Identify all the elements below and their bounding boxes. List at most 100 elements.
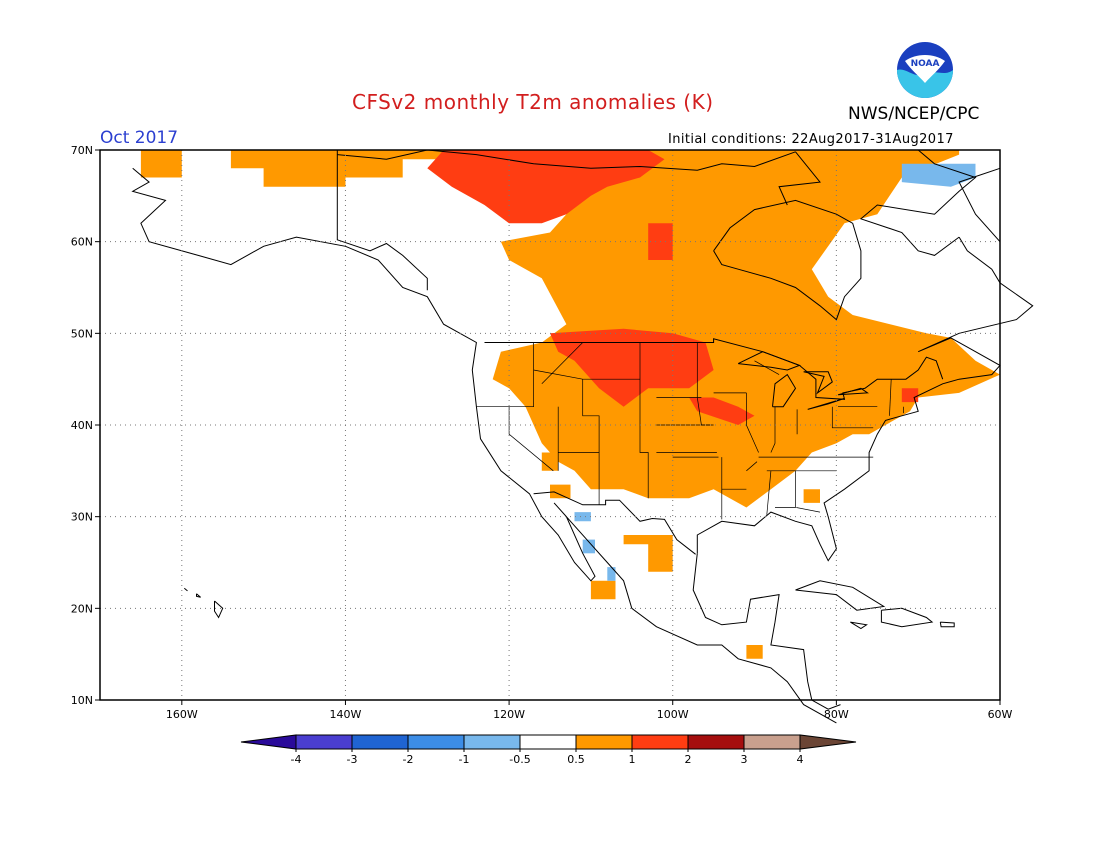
coastline-segment bbox=[807, 397, 845, 410]
coastline-segment bbox=[772, 373, 797, 408]
initial-conditions: Initial conditions: 22Aug2017-31Aug2017 bbox=[668, 132, 954, 147]
colorbar-swatch bbox=[743, 734, 801, 750]
state-border bbox=[541, 342, 583, 385]
state-border bbox=[476, 342, 534, 408]
state-border bbox=[796, 507, 821, 513]
coastlines bbox=[131, 149, 1034, 724]
lat-tick-label: 60N bbox=[71, 236, 93, 249]
lon-tick-label: 80W bbox=[824, 708, 849, 721]
anomaly-patch-blue bbox=[901, 163, 976, 187]
lat-tick-label: 50N bbox=[71, 327, 93, 340]
coastline-segment bbox=[183, 587, 188, 592]
coastline-segment bbox=[696, 236, 1034, 562]
noaa-logo: NOAA bbox=[897, 42, 953, 98]
lat-tick-label: 20N bbox=[71, 602, 93, 615]
coastline-segment bbox=[850, 621, 868, 630]
anomaly-patch-orange bbox=[550, 484, 571, 499]
lon-tick-label: 120W bbox=[493, 708, 525, 721]
state-border bbox=[889, 379, 892, 416]
anomaly-patch-red bbox=[901, 388, 919, 403]
colorbar-swatch bbox=[407, 734, 465, 750]
anomaly-field bbox=[140, 150, 1001, 659]
colorbar-swatch bbox=[295, 734, 353, 750]
state-border bbox=[766, 470, 772, 515]
state-border bbox=[582, 379, 600, 505]
coastline-segment bbox=[837, 387, 869, 396]
colorbar-swatch bbox=[463, 734, 521, 750]
coastline-segment bbox=[336, 150, 428, 291]
colorbar-label: 0.5 bbox=[567, 753, 585, 766]
colorbar-label: 1 bbox=[629, 753, 636, 766]
forecast-period: Oct 2017 bbox=[100, 128, 179, 148]
anomaly-patch-orange bbox=[746, 645, 763, 659]
graticule bbox=[100, 150, 1000, 700]
colorbar-swatch bbox=[351, 734, 409, 750]
coastline-segment bbox=[803, 371, 833, 395]
state-border bbox=[770, 406, 776, 453]
coastline-segment bbox=[880, 607, 934, 628]
anomaly-patch-blue bbox=[607, 567, 616, 581]
anomaly-patch-blue bbox=[574, 512, 591, 522]
colorbar-arrow-low bbox=[240, 734, 297, 750]
colorbar-label: 4 bbox=[797, 753, 804, 766]
state-border bbox=[754, 360, 780, 375]
anomaly-patch-orange bbox=[803, 489, 820, 503]
coastline-segment bbox=[958, 150, 1001, 244]
anomaly-patch-red bbox=[427, 150, 665, 224]
colorbar-label: -4 bbox=[291, 753, 302, 766]
lon-tick-label: 100W bbox=[657, 708, 689, 721]
coastline-segment bbox=[196, 593, 201, 598]
coastline-segment bbox=[939, 621, 955, 628]
anomaly-patch-orange bbox=[623, 535, 673, 572]
state-border bbox=[831, 406, 874, 429]
colorbar-label: 2 bbox=[685, 753, 692, 766]
state-border bbox=[746, 461, 758, 472]
colorbar-label: -2 bbox=[403, 753, 414, 766]
coastline-segment bbox=[337, 149, 796, 171]
anomaly-patch-orange bbox=[590, 580, 616, 600]
colorbar-arrow-high bbox=[799, 734, 857, 750]
coastline-segment bbox=[533, 491, 696, 555]
colorbar-swatch bbox=[631, 734, 689, 750]
state-border bbox=[533, 369, 640, 380]
anomaly-patch-orange bbox=[443, 150, 1001, 508]
anomaly-patch-orange bbox=[541, 452, 559, 471]
coastline-segment bbox=[484, 338, 944, 400]
lon-tick-label: 160W bbox=[166, 708, 198, 721]
colorbar-label: 3 bbox=[741, 753, 748, 766]
coastline-segment bbox=[214, 600, 224, 619]
coastline-segment bbox=[778, 151, 821, 206]
state-border bbox=[746, 392, 759, 453]
map-title: CFSv2 monthly T2m anomalies (K) bbox=[352, 90, 714, 114]
axis-labels: 70N 60N 50N 40N 30N 20N 10N 160W 140W 120W 100W 80W… bbox=[71, 144, 1013, 721]
state-border bbox=[775, 470, 796, 508]
colorbar-label: -0.5 bbox=[509, 753, 530, 766]
coastline-segment bbox=[713, 199, 862, 321]
colorbar-label: -3 bbox=[347, 753, 358, 766]
anomaly-patch-red bbox=[689, 397, 755, 425]
colorbar-swatch bbox=[575, 734, 633, 750]
lat-tick-label: 40N bbox=[71, 419, 93, 432]
lat-tick-label: 30N bbox=[71, 511, 93, 524]
lon-tick-label: 60W bbox=[988, 708, 1013, 721]
anomaly-patch-red bbox=[550, 328, 714, 407]
agency-label: NWS/NCEP/CPC bbox=[848, 104, 980, 124]
coastline-segment bbox=[737, 351, 801, 371]
colorbar-swatch bbox=[519, 734, 577, 750]
coastline-segment bbox=[131, 167, 837, 724]
coastline-segment bbox=[859, 149, 977, 256]
colorbar-swatch bbox=[687, 734, 745, 750]
state-border bbox=[639, 342, 649, 499]
coastline-segment bbox=[692, 553, 841, 710]
anomaly-patch-orange bbox=[140, 150, 182, 178]
colorbar-label: -1 bbox=[459, 753, 470, 766]
colorbar: -4 -3 -2 -1 -0.5 0.5 1 2 3 4 bbox=[240, 734, 857, 766]
lat-tick-label: 10N bbox=[71, 694, 93, 707]
coastline-segment bbox=[795, 580, 886, 611]
lon-tick-label: 140W bbox=[330, 708, 362, 721]
lat-tick-label: 70N bbox=[71, 144, 93, 157]
anomaly-patch-blue bbox=[582, 539, 595, 554]
noaa-logo-text: NOAA bbox=[911, 59, 940, 69]
